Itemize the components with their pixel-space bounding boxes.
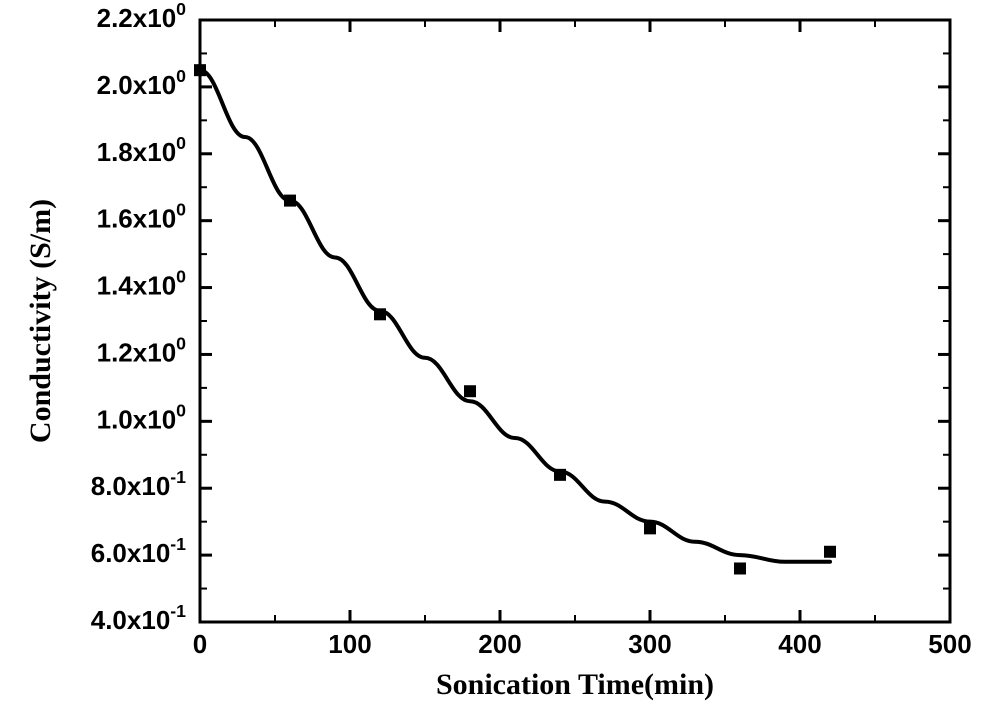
chart-container: 0 100 200 300 400 500 4.0x10-1 6.0x10-1 8.0x10-1… xyxy=(0,0,1000,722)
data-point xyxy=(464,385,476,397)
x-tick-label: 500 xyxy=(928,629,971,659)
data-point xyxy=(374,308,386,320)
data-point xyxy=(734,562,746,574)
y-tick-label: 8.0x10-1 xyxy=(91,467,186,501)
y-tick-label: 1.6x100 xyxy=(97,199,187,233)
data-point xyxy=(824,546,836,558)
y-tick-label: 2.2x100 xyxy=(97,0,187,33)
y-tick-label: 4.0x10-1 xyxy=(91,601,186,635)
x-tick-label: 100 xyxy=(328,629,371,659)
plot-frame xyxy=(200,20,950,622)
x-tick-label: 200 xyxy=(478,629,521,659)
y-axis-title: Conductivity (S/m) xyxy=(24,199,57,443)
data-point xyxy=(194,64,206,76)
y-tick-label: 1.2x100 xyxy=(97,333,187,367)
y-tick-label: 1.4x100 xyxy=(97,266,187,300)
x-tick-label: 400 xyxy=(778,629,821,659)
data-point xyxy=(644,522,656,534)
fit-curve xyxy=(200,70,830,562)
x-axis-title: Sonication Time(min) xyxy=(436,668,714,701)
y-tick-label: 1.8x100 xyxy=(97,132,187,166)
data-point xyxy=(554,469,566,481)
x-tick-label: 0 xyxy=(193,629,207,659)
y-tick-label: 6.0x10-1 xyxy=(91,534,186,568)
conductivity-chart: 0 100 200 300 400 500 4.0x10-1 6.0x10-1 8.0x10-1… xyxy=(0,0,1000,722)
y-tick-label: 2.0x100 xyxy=(97,66,187,100)
x-tick-label: 300 xyxy=(628,629,671,659)
data-point xyxy=(284,195,296,207)
y-tick-label: 1.0x100 xyxy=(97,400,187,434)
